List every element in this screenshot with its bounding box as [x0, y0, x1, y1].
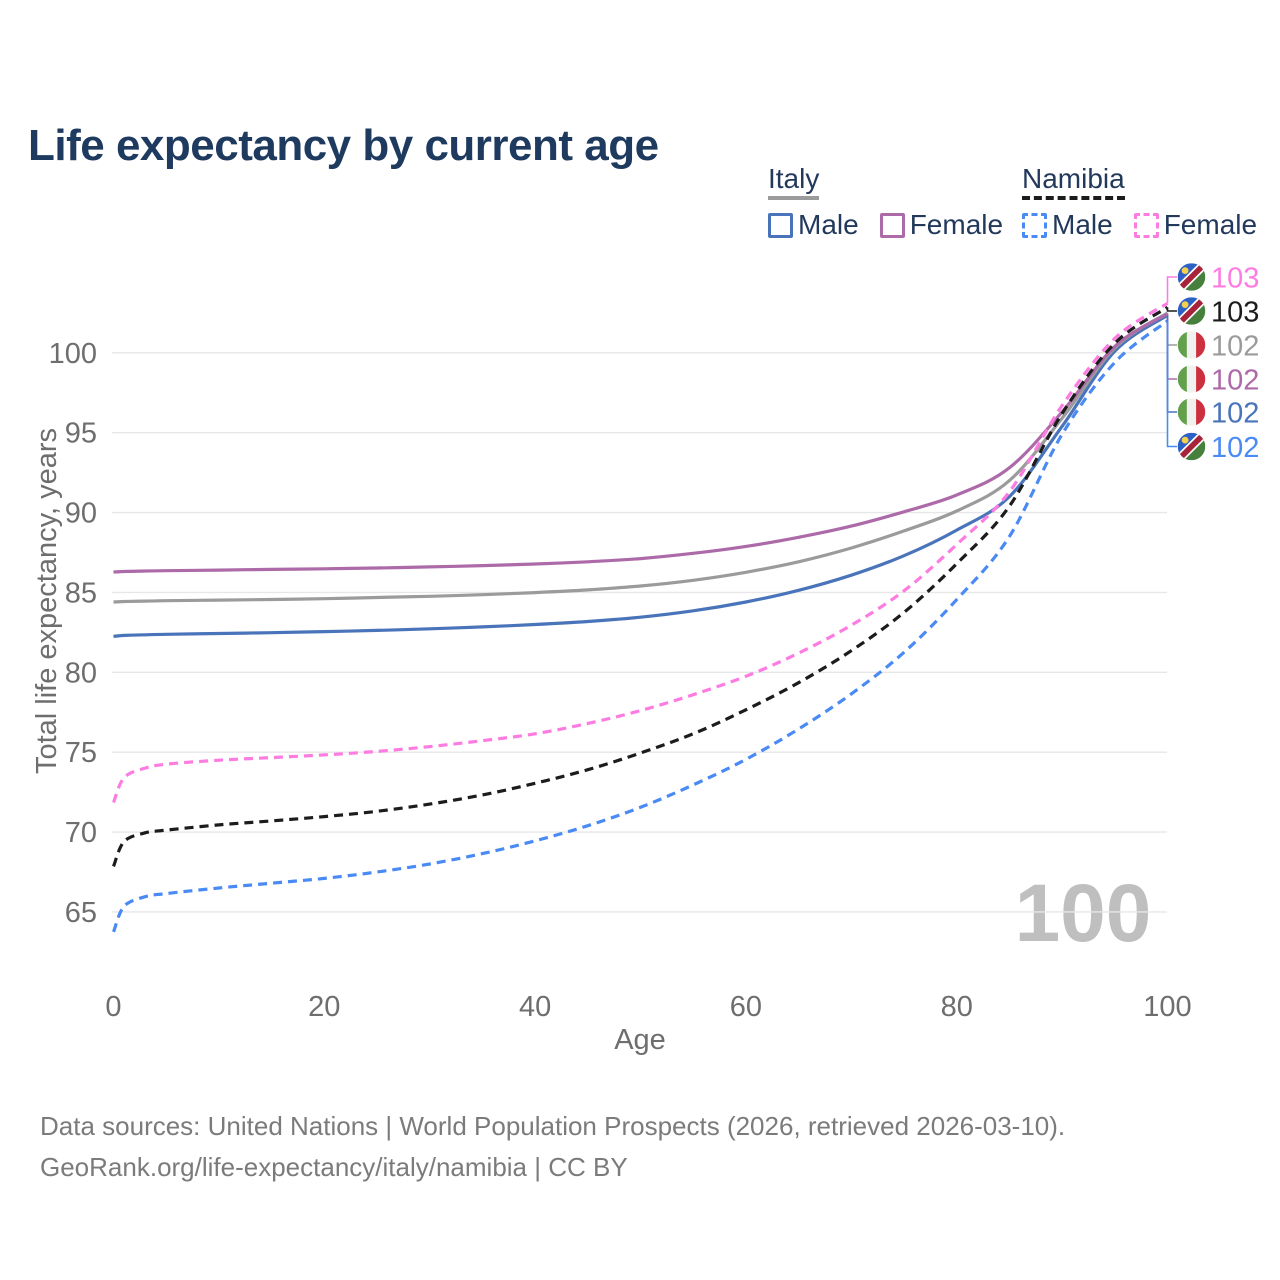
x-axis-title: Age: [614, 1024, 666, 1056]
attribution: Data sources: United Nations | World Pop…: [40, 1106, 1065, 1188]
legend-country-italy[interactable]: Italy: [768, 163, 820, 201]
series-line-namibia-female[interactable]: [112, 301, 1169, 804]
series-line-namibia-male[interactable]: [112, 319, 1169, 933]
italy-flag-icon: [1178, 365, 1206, 393]
end-value-label-namibia-male: 102: [1211, 432, 1259, 464]
data-sources-line: Data sources: United Nations | World Pop…: [40, 1111, 1066, 1141]
namibia-male-swatch-icon: [1022, 212, 1047, 238]
series-line-italy-female[interactable]: [113, 312, 1169, 574]
y-tick-label: 90: [65, 498, 97, 530]
x-tick-label: 40: [519, 991, 551, 1023]
x-tick-label: 60: [730, 991, 762, 1023]
legend-country-namibia[interactable]: Namibia: [1022, 163, 1125, 201]
italy-flag-icon: [1178, 398, 1206, 426]
age-watermark: 100: [1015, 868, 1152, 959]
legend-label: Female: [1163, 209, 1258, 241]
end-value-label-italy-male: 102: [1211, 398, 1259, 430]
namibia-female-swatch-icon: [1133, 212, 1159, 238]
x-tick-label: 20: [308, 991, 340, 1023]
leader-line-namibia-both: [1166, 307, 1177, 312]
x-tick-label: 0: [105, 991, 121, 1023]
legend-label: Male: [1052, 209, 1113, 241]
legend-group-namibia: Namibia Male Female: [1022, 163, 1257, 241]
leader-line-italy-both: [1166, 312, 1177, 346]
legend-label: Male: [798, 209, 859, 241]
leader-line-italy-male: [1166, 315, 1177, 413]
namibia-flag-icon: [1178, 263, 1206, 291]
legend-item-namibia-male[interactable]: Male: [1022, 209, 1113, 241]
y-tick-label: 95: [65, 418, 97, 450]
series-line-italy-both[interactable]: [113, 311, 1169, 604]
end-value-label-italy-both: 102: [1211, 331, 1259, 363]
end-value-label-italy-female: 102: [1211, 365, 1259, 397]
y-tick-label: 75: [65, 737, 97, 769]
y-tick-label: 100: [49, 338, 97, 370]
italy-male-swatch-icon: [768, 212, 793, 238]
end-value-label-namibia-both: 103: [1211, 297, 1259, 329]
x-tick-label: 100: [1143, 991, 1191, 1023]
legend-item-italy-female[interactable]: Female: [879, 209, 1004, 241]
y-axis-title: Total life expectancy, years: [31, 428, 63, 774]
y-tick-label: 65: [65, 897, 97, 929]
italy-flag-icon: [1178, 331, 1206, 359]
namibia-flag-icon: [1178, 433, 1206, 461]
source-url-line: GeoRank.org/life-expectancy/italy/namibi…: [40, 1152, 628, 1182]
y-tick-label: 80: [65, 657, 97, 689]
legend-label: Female: [909, 209, 1004, 241]
series-line-namibia-both[interactable]: [112, 305, 1169, 868]
legend-item-italy-male[interactable]: Male: [768, 209, 859, 241]
y-tick-label: 70: [65, 817, 97, 849]
leader-line-namibia-male: [1166, 320, 1177, 448]
series-line-italy-male[interactable]: [113, 313, 1169, 638]
x-tick-label: 80: [941, 991, 973, 1023]
end-value-label-namibia-female: 103: [1211, 263, 1259, 295]
legend-item-namibia-female[interactable]: Female: [1133, 209, 1258, 241]
leader-line-italy-female: [1166, 313, 1177, 380]
y-tick-label: 85: [65, 577, 97, 609]
page-title: Life expectancy by current age: [28, 121, 659, 171]
legend-group-italy: Italy Male Female: [768, 163, 1003, 241]
namibia-flag-icon: [1178, 297, 1206, 325]
leader-line-namibia-female: [1166, 276, 1177, 304]
italy-female-swatch-icon: [879, 212, 905, 238]
